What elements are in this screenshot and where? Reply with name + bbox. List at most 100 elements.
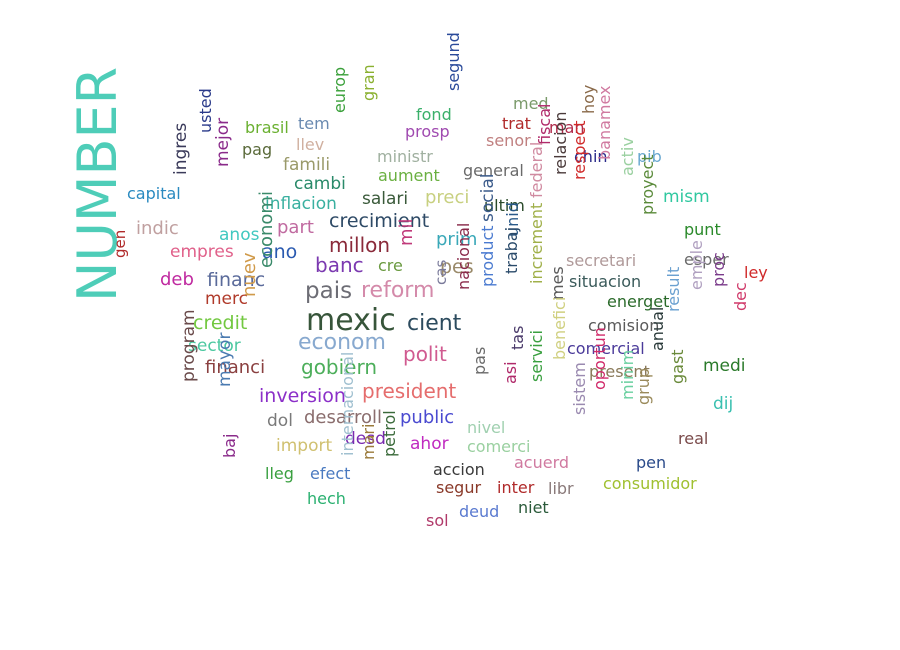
word-dij: dij [713, 394, 734, 414]
word-anos: anos [219, 225, 260, 245]
word-mejor: mejor [213, 117, 233, 167]
word-segund: segund [444, 32, 463, 91]
word-emple: emple [687, 240, 706, 290]
word-prosp: prosp [405, 122, 450, 141]
word-asi: asi [501, 361, 520, 384]
word-pais: pais [305, 278, 353, 304]
word-preci: preci [425, 187, 470, 208]
word-niet: niet [518, 498, 549, 517]
word-tem: tem [298, 114, 330, 133]
word-financi: financi [205, 357, 266, 378]
word-dec: dec [731, 282, 750, 311]
word-situacion: situacion [569, 272, 642, 291]
word-respect: respect [570, 120, 589, 180]
word-economi: economi [256, 191, 277, 268]
word-cambi: cambi [294, 174, 346, 194]
word-result: result [664, 266, 683, 312]
word-gran: gran [359, 64, 378, 101]
word-punt: punt [684, 220, 721, 239]
word-empres: empres [170, 242, 234, 262]
word-program: program [179, 309, 199, 382]
word-ano: ano [262, 241, 298, 263]
word-chin: chin [574, 147, 608, 166]
word-part: part [277, 217, 314, 238]
word-inflacion: inflacion [265, 194, 337, 214]
word-medi: medi [703, 356, 746, 376]
word-efect: efect [310, 464, 351, 483]
word-nivel: nivel [467, 418, 506, 437]
word-sol: sol [426, 511, 449, 530]
word-banc: banc [315, 253, 364, 277]
word-crecimient: crecimient [329, 210, 430, 232]
word-millon: millon [329, 233, 391, 257]
word-sector: sector [188, 336, 241, 356]
word-salari: salari [362, 189, 409, 209]
word-real: real [678, 429, 709, 448]
word-aument: aument [378, 166, 440, 185]
word-man: man [549, 118, 585, 137]
word-reform: reform [361, 278, 435, 303]
word-trat: trat [502, 114, 531, 133]
word-activ: activ [618, 137, 637, 176]
word-servici: servici [527, 330, 546, 382]
word-europ: europ [330, 66, 349, 113]
word-deud: deud [459, 502, 500, 521]
word-comercial: comercial [567, 339, 645, 358]
word-pas: pas [470, 346, 489, 375]
word-present: present [589, 362, 650, 381]
word-relacion: relacion [551, 111, 570, 176]
word-mayor: mayor [215, 332, 235, 387]
word-econom: econom [298, 330, 386, 355]
word-esper: esper [684, 250, 729, 269]
word-sistem: sistem [570, 362, 589, 415]
word-consumidor: consumidor [603, 474, 697, 493]
word-internacional: internacional [338, 351, 357, 456]
word-mari: mari [359, 423, 378, 460]
word-pag: pag [242, 140, 273, 159]
word-grup: grup [634, 367, 653, 405]
word-desd: desd [345, 429, 386, 449]
word-desarroll: desarroll [304, 407, 383, 428]
word-petrol: petrol [380, 410, 399, 457]
word-mil: mil [396, 218, 417, 246]
word-gast: gast [668, 349, 687, 384]
word-ingres: ingres [171, 122, 191, 175]
word-capital: capital [127, 184, 181, 203]
word-nuev: nuev [239, 252, 260, 297]
word-acuerd: acuerd [514, 453, 570, 472]
word-comerci: comerci [467, 437, 531, 456]
word-mism: mism [663, 187, 710, 207]
word-deb: deb [160, 269, 194, 290]
word-secretari: secretari [566, 251, 637, 270]
word-lleg: lleg [265, 464, 294, 483]
word-social: social [478, 173, 498, 222]
word-cient: cient [407, 311, 462, 336]
word-increment: increment [527, 202, 546, 284]
word-pen: pen [636, 453, 667, 472]
word-polit: polit [403, 342, 447, 366]
word-anual: anual [648, 306, 667, 351]
word-inversion: inversion [259, 385, 346, 407]
word-financ: financ [207, 269, 266, 291]
word-import: import [276, 436, 333, 456]
word-trabaj: trabaj [502, 226, 521, 274]
word-oportun: oportun [590, 327, 609, 390]
word-prim: prim [436, 229, 478, 250]
word-energet: energet [607, 292, 670, 311]
word-ahor: ahor [410, 434, 449, 454]
word-brasil: brasil [245, 118, 289, 137]
word-mes: mes [548, 266, 567, 300]
word-benefici: benefici [550, 296, 569, 360]
word-credit: credit [193, 312, 248, 334]
word-mexic: mexic [306, 303, 396, 338]
word-cas: cas [432, 259, 450, 285]
word-fond: fond [416, 105, 452, 124]
word-pes: pes [440, 256, 474, 278]
word-ley: ley [744, 263, 768, 282]
word-ultim: ultim [484, 196, 525, 215]
word-llev: llev [296, 135, 325, 154]
word-inter: inter [497, 478, 535, 497]
word-comision: comision [588, 316, 660, 335]
word-hech: hech [307, 489, 346, 508]
